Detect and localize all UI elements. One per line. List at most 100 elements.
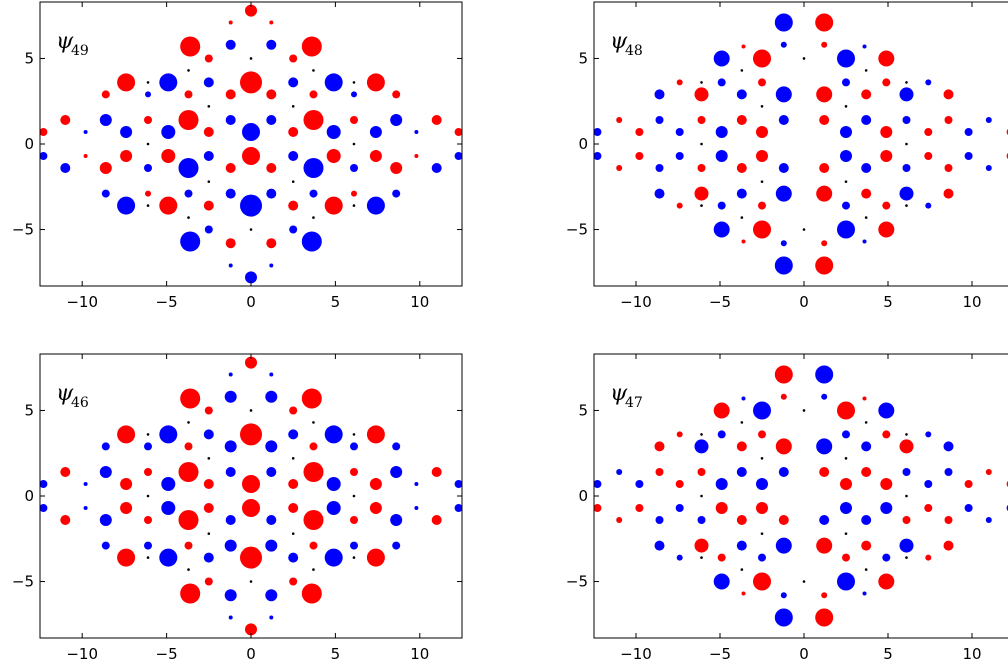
data-point [736,115,747,125]
panel-title: ψ [610,381,628,406]
data-point [780,592,787,599]
x-tick-label: 10 [962,293,981,311]
data-point [715,126,728,138]
lattice-node [352,433,356,436]
data-point [224,589,237,602]
data-point [161,477,176,491]
data-point [390,162,403,174]
data-point [266,163,277,173]
data-point [240,71,262,94]
x-tick-label: 5 [883,293,893,311]
data-point [899,87,914,102]
data-point [815,365,834,384]
x-tick-label: −5 [709,293,731,311]
data-point [414,130,419,134]
data-point [717,553,726,562]
lattice-node [802,228,806,231]
data-point [228,20,233,25]
data-point [878,573,895,590]
data-point [40,152,48,160]
data-point [180,36,201,57]
data-point [178,510,199,530]
data-point [964,504,973,512]
data-point [902,516,911,524]
data-point [265,390,278,403]
data-point [840,502,852,514]
data-point [242,475,260,493]
lattice-node [760,180,764,183]
data-point [266,238,277,249]
data-point [144,541,152,550]
data-point [303,510,324,530]
data-point [101,90,110,99]
data-point [774,608,793,627]
data-point [40,504,48,512]
data-point [676,431,683,438]
data-point [60,163,71,173]
data-point [269,615,274,620]
panel-title: ψ [56,29,74,54]
lattice-node [352,494,356,498]
data-point [351,190,357,197]
lattice-node [905,142,908,146]
panel-title: ψ [56,381,74,406]
data-point [161,149,176,163]
data-point [266,515,277,525]
lattice-node [291,457,295,460]
y-tick-label: −5 [566,573,588,591]
data-point [616,117,623,123]
data-point [83,506,88,510]
axes-frame [39,1,463,287]
axes-frame [593,1,1008,287]
data-point [925,79,932,86]
data-point [736,441,747,452]
lattice-node [740,568,744,571]
data-point [880,126,893,138]
data-point [228,263,233,268]
data-point [655,516,664,524]
data-point [694,87,709,102]
data-point [819,115,830,125]
data-point [204,225,213,234]
data-point [324,196,343,215]
data-point [117,548,136,567]
data-point [697,116,706,124]
data-point [224,390,237,403]
data-point [861,540,872,551]
x-tick-label: 10 [410,293,429,311]
data-point [289,406,298,415]
data-point [454,480,462,488]
data-point [594,152,602,160]
data-point [736,89,747,100]
data-point [842,78,850,87]
data-point [288,479,299,489]
data-point [301,36,322,57]
lattice-dots [700,57,908,231]
data-point [101,189,110,198]
lattice-node [905,81,908,84]
data-point [654,89,665,100]
data-point [878,221,895,238]
y-tick-label: −5 [566,221,588,239]
data-point [741,396,746,401]
data-point [924,504,933,512]
data-point [635,152,644,160]
x-tick-label: 0 [799,645,809,663]
lattice-node [312,421,315,424]
data-point [717,201,726,210]
data-point [964,128,973,136]
data-point [880,478,893,490]
data-point [837,401,855,420]
data-point [350,116,358,124]
data-point [862,44,867,49]
data-point [882,78,891,87]
data-point [902,468,911,476]
data-point [144,116,152,124]
data-point [350,468,358,476]
data-point [775,537,792,554]
data-point [184,189,193,198]
data-point [204,577,213,586]
data-point [902,116,911,124]
data-point [159,425,178,444]
data-point [454,504,462,512]
